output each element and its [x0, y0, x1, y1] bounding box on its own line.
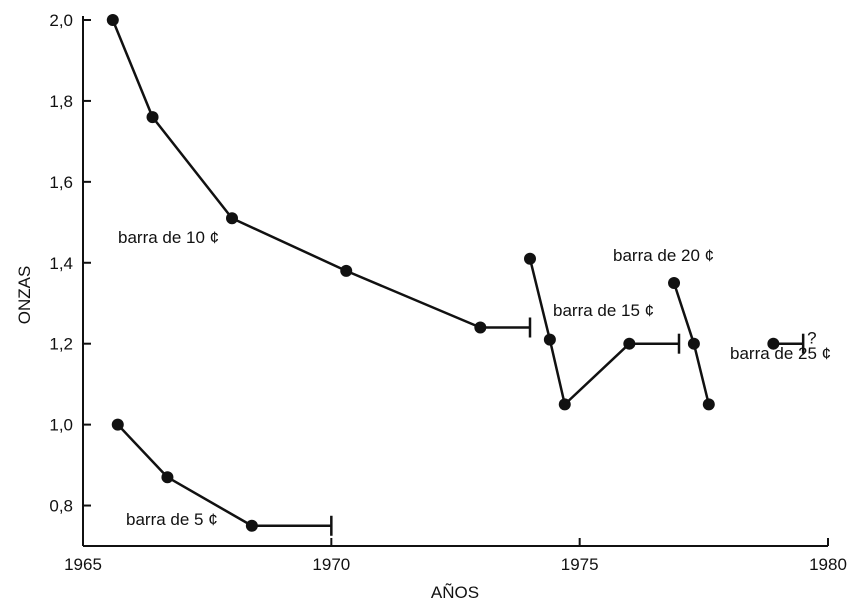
- series-line: [528, 258, 631, 406]
- series-label: barra de 15 ¢: [553, 301, 654, 320]
- data-point: [161, 471, 174, 484]
- y-tick-label: 1,4: [49, 254, 73, 273]
- tick-marks: 1965 1970 1975 1980 0,8 1,0 1,2 1,4 1,6 1,8 2,0: [49, 11, 847, 574]
- series-label: barra de 5 ¢: [126, 510, 218, 529]
- y-tick-label: 1,8: [49, 92, 73, 111]
- series-line: [111, 19, 481, 329]
- data-point: [226, 212, 238, 225]
- series-group: [111, 418, 333, 536]
- data-point: [474, 321, 487, 334]
- data-point: [245, 519, 258, 532]
- y-axis-title: ONZAS: [15, 266, 34, 325]
- y-tick-label: 1,6: [49, 173, 73, 192]
- data-point: [543, 333, 556, 346]
- y-tick-label: 1,0: [49, 416, 73, 435]
- x-tick-label: 1970: [312, 555, 350, 574]
- y-tick-label: 1,2: [49, 335, 73, 354]
- series-layer: ?: [106, 14, 817, 536]
- y-tick-label: 0,8: [49, 497, 73, 516]
- data-point: [767, 337, 780, 350]
- data-point: [524, 252, 536, 265]
- data-point: [111, 418, 124, 431]
- series-label: barra de 25 ¢: [730, 344, 831, 363]
- data-point: [340, 264, 353, 277]
- series-label: barra de 10 ¢: [118, 228, 219, 247]
- series-labels: barra de 5 ¢ barra de 10 ¢ barra de 15 ¢ ba…: [118, 228, 831, 529]
- data-point: [687, 337, 700, 350]
- series-group: [668, 277, 715, 411]
- series-annotation: ?: [807, 329, 816, 348]
- series-group: ?: [767, 329, 817, 354]
- x-tick-label: 1975: [561, 555, 599, 574]
- data-point: [623, 337, 636, 350]
- x-tick-label: 1980: [809, 555, 847, 574]
- y-tick-label: 2,0: [49, 11, 73, 30]
- data-point: [106, 14, 119, 26]
- x-tick-label: 1965: [64, 555, 102, 574]
- data-point: [702, 398, 715, 411]
- series-label: barra de 20 ¢: [613, 246, 714, 265]
- axes: [82, 16, 828, 547]
- series-group: [524, 252, 681, 411]
- series-group: [106, 14, 532, 338]
- x-axis-title: AÑOS: [431, 583, 479, 602]
- data-point: [146, 111, 159, 124]
- data-point: [558, 398, 571, 411]
- data-point: [668, 277, 681, 289]
